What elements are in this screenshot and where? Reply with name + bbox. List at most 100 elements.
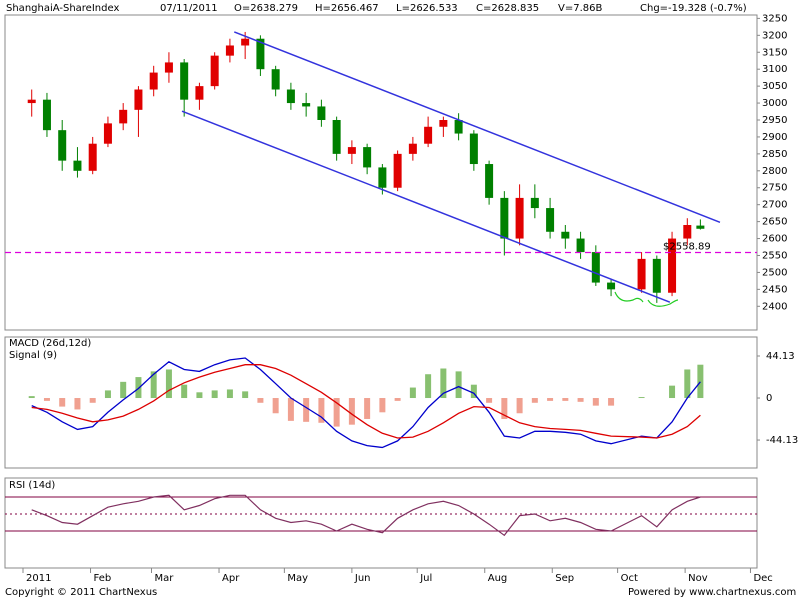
histogram-bar xyxy=(638,397,645,399)
x-tick-label: Aug xyxy=(488,573,508,584)
powered-by: Powered by www.chartnexus.com xyxy=(628,587,796,598)
y-tick-label: 3150 xyxy=(762,47,787,58)
legend-entry: Signal (9) xyxy=(9,350,57,361)
histogram-bar xyxy=(211,390,218,399)
histogram-bar xyxy=(531,398,538,403)
histogram-bar xyxy=(257,398,264,403)
histogram-bar xyxy=(104,390,111,399)
trend-line xyxy=(233,31,721,223)
candle-body xyxy=(561,231,570,239)
candle-body xyxy=(393,153,402,188)
histogram-bar xyxy=(89,398,96,403)
copyright: Copyright © 2011 ChartNexus xyxy=(5,587,157,598)
histogram-bar xyxy=(333,398,340,427)
candle-body xyxy=(347,147,356,154)
y-tick-label: 2400 xyxy=(762,301,787,312)
histogram-bar xyxy=(425,374,432,399)
y-tick-label: 0 xyxy=(766,393,772,404)
histogram-bar xyxy=(455,371,462,399)
x-tick-label: 2011 xyxy=(26,573,51,584)
candle-body xyxy=(27,99,36,104)
histogram-bar xyxy=(684,369,691,399)
series-line xyxy=(31,357,701,449)
date: 07/11/2011 xyxy=(160,3,218,14)
y-tick-label: 44.13 xyxy=(766,351,795,362)
open: O=2638.279 xyxy=(234,3,298,14)
y-tick-label: -44.13 xyxy=(766,435,798,446)
candle-body xyxy=(469,133,478,165)
price-level-label: $2558.89 xyxy=(663,241,711,252)
histogram-bar xyxy=(272,398,279,414)
legend-entry: MACD (26d,12d) xyxy=(9,338,91,349)
trend-line xyxy=(181,110,671,303)
histogram-bar xyxy=(226,389,233,399)
annotation-scribble xyxy=(614,291,679,307)
histogram-bar xyxy=(120,381,127,399)
series-line xyxy=(31,494,701,537)
histogram-bar xyxy=(697,364,704,399)
candle-body xyxy=(439,120,448,127)
histogram-bar xyxy=(608,398,615,406)
histogram-bar xyxy=(486,398,493,403)
histogram-bar xyxy=(592,398,599,406)
candle-body xyxy=(696,225,705,229)
candle-body xyxy=(210,55,219,87)
candle-body xyxy=(500,197,509,239)
series-line xyxy=(31,364,701,439)
x-tick-label: Oct xyxy=(621,573,638,584)
y-tick-label: 2900 xyxy=(762,132,787,143)
y-tick-label: 2650 xyxy=(762,217,787,228)
histogram-bar xyxy=(318,398,325,423)
change: Chg=-19.328 (-0.7%) xyxy=(640,3,747,14)
price-panel xyxy=(4,14,758,331)
candle-body xyxy=(607,282,616,290)
histogram-bar xyxy=(28,396,35,399)
macd-panel xyxy=(4,336,758,469)
x-tick-label: Jun xyxy=(354,573,371,584)
histogram-bar xyxy=(394,398,401,401)
candle-body xyxy=(591,252,600,283)
histogram-bar xyxy=(669,385,676,399)
histogram-bar xyxy=(242,391,249,399)
x-tick-label: Jul xyxy=(419,573,432,584)
x-tick-label: Feb xyxy=(94,573,112,584)
histogram-bar xyxy=(562,398,569,401)
histogram-bar xyxy=(516,398,523,414)
histogram-bar xyxy=(348,398,355,425)
candle-body xyxy=(286,89,295,104)
y-tick-label: 2850 xyxy=(762,149,787,160)
y-tick-label: 3000 xyxy=(762,98,787,109)
y-tick-label: 2700 xyxy=(762,200,787,211)
candle-body xyxy=(424,126,433,144)
candle-body xyxy=(408,143,417,154)
histogram-bar xyxy=(165,369,172,399)
histogram-bar xyxy=(440,368,447,399)
candle-body xyxy=(225,45,234,56)
x-tick-label: Nov xyxy=(688,573,708,584)
candle-body xyxy=(515,197,524,239)
histogram-bar xyxy=(181,384,188,399)
rsi-panel xyxy=(4,477,758,569)
histogram-bar xyxy=(577,398,584,402)
candle-body xyxy=(302,103,311,107)
y-tick-label: 3100 xyxy=(762,64,787,75)
candle-body xyxy=(73,160,82,171)
volume: V=7.86B xyxy=(558,3,602,14)
candle-body xyxy=(485,164,494,198)
candle-body xyxy=(134,89,143,110)
histogram-bar xyxy=(379,398,386,413)
y-tick-label: 2450 xyxy=(762,284,787,295)
candle-body xyxy=(576,238,585,253)
x-tick-label: Mar xyxy=(155,573,175,584)
symbol: ShanghaiA-ShareIndex xyxy=(6,3,119,14)
candle-body xyxy=(546,208,555,232)
histogram-bar xyxy=(43,398,50,401)
candle-body xyxy=(332,120,341,154)
candle-body xyxy=(271,69,280,90)
histogram-bar xyxy=(409,387,416,399)
histogram-bar xyxy=(150,371,157,399)
close: C=2628.835 xyxy=(476,3,539,14)
histogram-bar xyxy=(303,398,310,422)
candle-body xyxy=(180,62,189,100)
